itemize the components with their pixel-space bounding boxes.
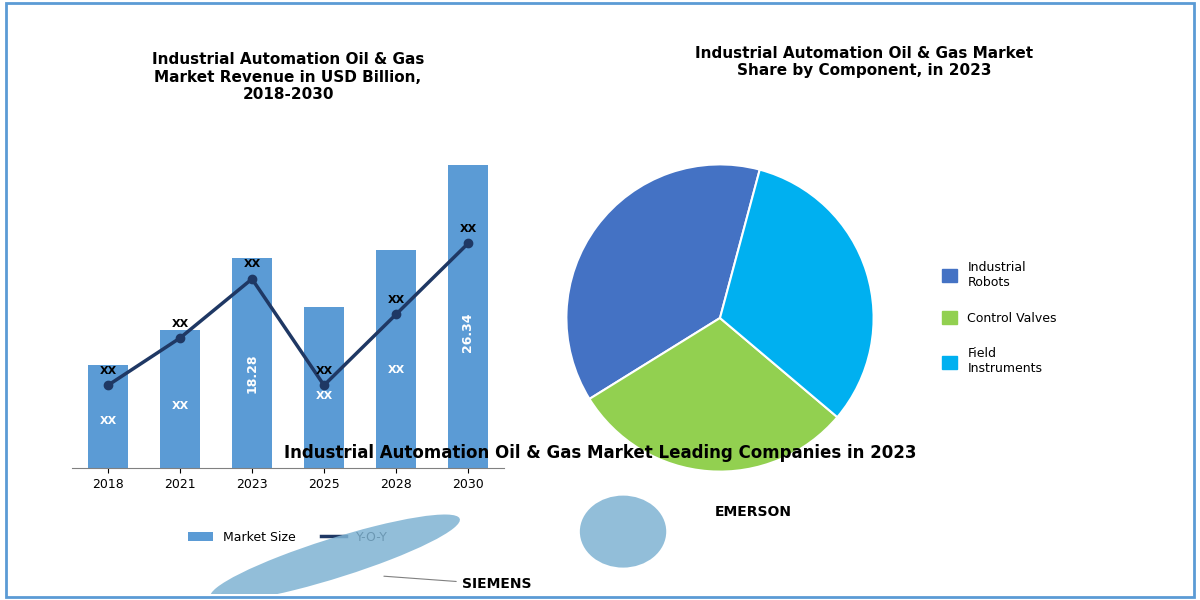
Bar (233, 258, 272, 468)
Wedge shape (589, 318, 838, 472)
Text: Industrial Automation Oil & Gas
Market Revenue in USD Billion,
2018-2030: Industrial Automation Oil & Gas Market R… (152, 52, 424, 102)
Text: XX: XX (388, 295, 404, 305)
Legend: Market Size, Y-O-Y: Market Size, Y-O-Y (184, 526, 392, 549)
Wedge shape (720, 170, 874, 417)
Bar (449, 166, 487, 468)
Legend: Industrial
Robots, Control Valves, Field
Instruments: Industrial Robots, Control Valves, Field… (937, 256, 1062, 380)
Bar (377, 250, 416, 468)
Text: XX: XX (460, 224, 476, 234)
Text: XX: XX (100, 416, 116, 427)
Ellipse shape (210, 515, 460, 600)
Text: XX: XX (316, 366, 332, 376)
Text: XX: XX (172, 319, 188, 329)
Text: XX: XX (388, 365, 404, 375)
Text: XX: XX (316, 391, 332, 401)
Bar (89, 365, 128, 468)
Text: 26.34: 26.34 (462, 312, 474, 352)
Ellipse shape (580, 496, 666, 568)
Bar (305, 307, 344, 468)
Text: XX: XX (244, 259, 260, 269)
Text: Industrial Automation Oil & Gas Market Leading Companies in 2023: Industrial Automation Oil & Gas Market L… (283, 444, 917, 462)
Text: SIEMENS: SIEMENS (384, 576, 532, 592)
Text: Industrial Automation Oil & Gas Market
Share by Component, in 2023: Industrial Automation Oil & Gas Market S… (695, 46, 1033, 78)
Bar (161, 330, 199, 468)
Text: EMERSON: EMERSON (715, 505, 792, 520)
Text: XX: XX (100, 366, 116, 376)
Text: XX: XX (172, 401, 188, 411)
Text: 18.28: 18.28 (246, 354, 258, 393)
Wedge shape (566, 164, 760, 399)
